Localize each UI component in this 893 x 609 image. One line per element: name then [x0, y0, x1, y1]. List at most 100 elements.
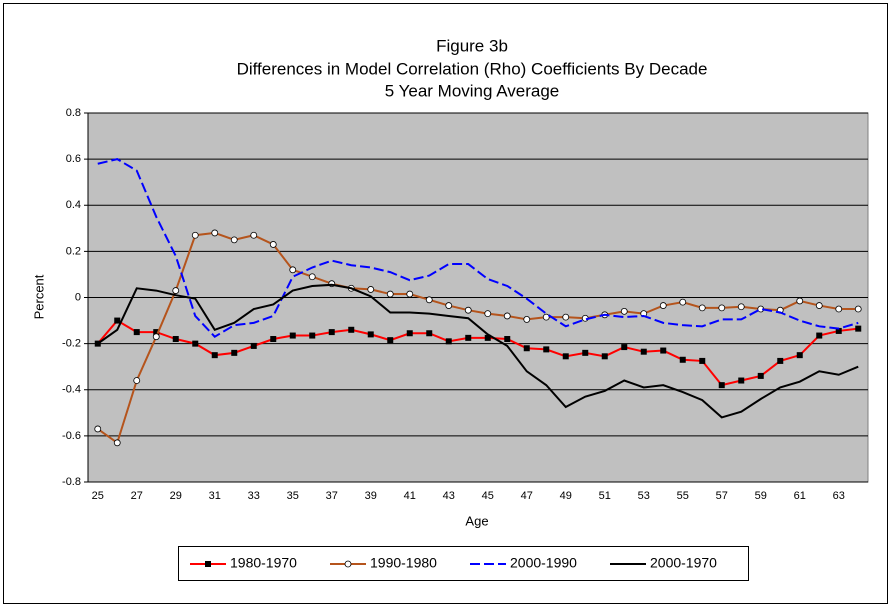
marker [348, 326, 355, 333]
marker [153, 329, 160, 336]
y-tick-label: 0.4 [66, 199, 81, 211]
legend-marker [344, 560, 352, 568]
x-tick-label: 45 [482, 490, 494, 502]
x-tick-label: 55 [677, 490, 689, 502]
marker [464, 306, 472, 314]
marker [503, 312, 511, 320]
marker [854, 305, 862, 313]
marker [192, 340, 199, 347]
marker [406, 290, 414, 298]
marker [699, 357, 706, 364]
series-line [97, 158, 859, 338]
marker [250, 342, 257, 349]
marker [191, 231, 199, 239]
marker [94, 425, 102, 433]
marker [796, 297, 804, 305]
marker [679, 298, 687, 306]
marker [231, 349, 238, 356]
x-tick-label: 43 [443, 490, 455, 502]
marker [308, 273, 316, 281]
series-line [97, 231, 859, 445]
marker [835, 327, 842, 334]
x-tick-label: 31 [209, 490, 221, 502]
y-tick-label: -0.4 [62, 384, 81, 396]
x-tick-label: 35 [287, 490, 299, 502]
y-tick-label: -0.6 [62, 430, 81, 442]
marker [796, 352, 803, 359]
x-tick-label: 49 [560, 490, 572, 502]
marker [426, 330, 433, 337]
marker [504, 336, 511, 343]
marker [289, 266, 297, 274]
legend-label: 2000-1970 [650, 555, 717, 571]
chart-title: Differences in Model Correlation (Rho) C… [237, 59, 708, 78]
marker [367, 286, 375, 293]
marker [484, 310, 492, 318]
x-axis-label: Age [465, 513, 488, 528]
marker [406, 330, 413, 337]
marker [659, 302, 667, 309]
marker [660, 347, 667, 354]
marker [523, 345, 530, 352]
y-axis-label: Percent [31, 274, 46, 319]
marker [465, 334, 472, 341]
y-tick-label: 0.2 [66, 245, 81, 257]
y-tick-label: 0 [75, 291, 81, 303]
x-tick-label: 59 [755, 490, 767, 502]
marker [289, 332, 296, 339]
y-tick-label: 0.8 [66, 107, 81, 119]
x-tick-label: 37 [326, 490, 338, 502]
marker [133, 329, 140, 336]
marker [542, 313, 550, 321]
marker [367, 331, 374, 338]
x-tick-label: 61 [794, 490, 806, 502]
marker [172, 287, 180, 294]
marker [777, 357, 784, 364]
x-tick-label: 53 [638, 490, 650, 502]
marker [582, 349, 589, 356]
legend-label: 1990-1980 [370, 555, 437, 571]
x-tick-label: 47 [521, 490, 533, 502]
marker [621, 344, 628, 351]
x-tick-label: 39 [365, 490, 377, 502]
x-tick-label: 41 [404, 490, 416, 502]
legend-label: 2000-1990 [510, 555, 577, 571]
marker [620, 307, 628, 315]
marker [250, 231, 258, 239]
marker [172, 336, 179, 343]
marker [698, 304, 706, 312]
marker [523, 316, 531, 323]
x-tick-label: 27 [131, 490, 143, 502]
marker [387, 337, 394, 344]
marker [152, 333, 160, 341]
marker [270, 336, 277, 343]
x-tick-label: 51 [599, 490, 611, 502]
marker [484, 334, 491, 341]
marker [757, 372, 764, 379]
series-line [97, 283, 859, 419]
marker [328, 329, 335, 336]
y-tick-label: 0.6 [66, 153, 81, 165]
chart-title: 5 Year Moving Average [385, 81, 560, 100]
marker [386, 290, 394, 298]
marker [562, 313, 570, 321]
marker [737, 303, 745, 311]
y-tick-label: -0.8 [62, 476, 81, 488]
marker [738, 377, 745, 384]
chart-title: Figure 3b [436, 36, 508, 55]
legend-label: 1980-1970 [230, 555, 297, 571]
marker [815, 302, 823, 309]
x-tick-label: 57 [716, 490, 728, 502]
x-tick-label: 25 [92, 490, 104, 502]
marker [718, 304, 726, 312]
marker [640, 348, 647, 355]
marker [718, 382, 725, 389]
marker [835, 305, 843, 313]
series-line [96, 319, 859, 387]
marker [543, 346, 550, 353]
marker [133, 377, 141, 384]
marker [445, 302, 453, 309]
x-tick-label: 29 [170, 490, 182, 502]
marker [562, 353, 569, 360]
marker [269, 241, 277, 248]
